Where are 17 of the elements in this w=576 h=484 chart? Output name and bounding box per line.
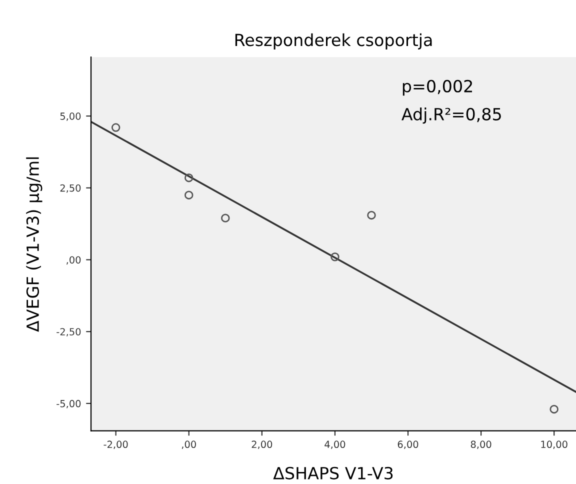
annotation: p=0,002 xyxy=(402,80,472,96)
x-tick-label: 4,00 xyxy=(324,440,346,449)
y-tick-label: 5,00 xyxy=(60,112,81,121)
x-tick-label: ,00 xyxy=(182,440,196,449)
x-tick-label: 10,00 xyxy=(541,440,568,449)
y-tick-label: -2,50 xyxy=(56,328,81,336)
x-tick-label: 8,00 xyxy=(470,440,492,449)
x-tick-label: -2,00 xyxy=(104,440,128,449)
annotation: Adj.R²=0,85 xyxy=(402,108,501,124)
x-tick-label: 2,00 xyxy=(252,440,272,449)
x-tick-label: 6,00 xyxy=(398,440,418,449)
chart-title: Reszponderek csoportja xyxy=(235,33,432,50)
x-axis-title: ΔSHAPS V1-V3 xyxy=(273,466,393,480)
y-tick-label: ,00 xyxy=(66,256,81,265)
y-axis-title: ΔVEGF (V1-V3) µg/ml xyxy=(26,157,42,332)
y-tick-label: 2,50 xyxy=(60,184,81,193)
y-tick-label: -5,00 xyxy=(56,400,81,408)
